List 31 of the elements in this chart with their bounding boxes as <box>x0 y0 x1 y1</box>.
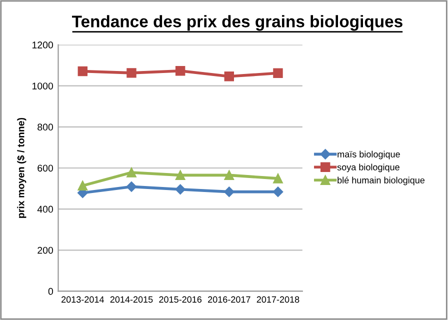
y-tick-label: 400 <box>37 206 53 213</box>
y-tick-label: 600 <box>38 164 53 172</box>
x-tick-label: 2015-2016 <box>159 296 202 303</box>
legend-label: soya biologique <box>337 164 400 172</box>
point <box>224 186 234 197</box>
point <box>78 180 88 191</box>
x-tick-label: 2014-2015 <box>110 296 153 303</box>
point <box>126 68 136 78</box>
point <box>78 66 88 76</box>
y-tick-label: 200 <box>38 246 53 254</box>
y-tick-label: 800 <box>38 124 53 131</box>
point <box>273 174 283 184</box>
point <box>126 168 136 178</box>
point <box>273 68 283 78</box>
y-tick-label: 1200 <box>32 42 53 48</box>
point <box>126 182 137 192</box>
point <box>175 66 186 76</box>
chart-title: Tendance des prix des grains biologiques <box>72 15 402 31</box>
x-tick-label: 2017-2018 <box>256 296 300 303</box>
point <box>175 184 186 194</box>
legend-label: maïs biologique <box>338 150 400 160</box>
y-tick-label: 1000 <box>32 82 53 90</box>
y-tick-label: 0 <box>48 288 53 295</box>
point <box>224 72 234 82</box>
y-axis-title: prix moyen ($ / tonne) <box>16 118 26 218</box>
point <box>175 170 186 180</box>
point <box>224 170 234 180</box>
x-tick-label: 2016-2017 <box>208 296 250 303</box>
legend-label: blé humain biologique <box>338 176 425 186</box>
point <box>272 186 284 197</box>
x-tick-label: 2013-2014 <box>62 296 104 303</box>
